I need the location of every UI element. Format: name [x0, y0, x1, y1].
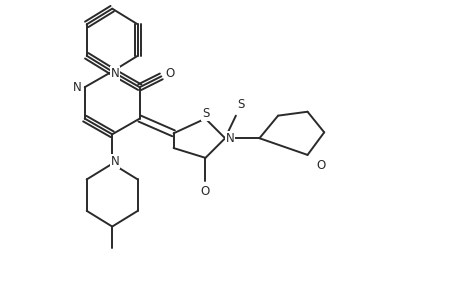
- Text: O: O: [165, 67, 174, 80]
- Text: N: N: [111, 67, 119, 80]
- Text: O: O: [201, 185, 210, 198]
- Text: S: S: [202, 107, 209, 120]
- Text: N: N: [111, 155, 119, 168]
- Text: N: N: [225, 132, 234, 145]
- Text: S: S: [237, 98, 245, 111]
- Text: O: O: [316, 159, 325, 172]
- Text: N: N: [73, 81, 81, 94]
